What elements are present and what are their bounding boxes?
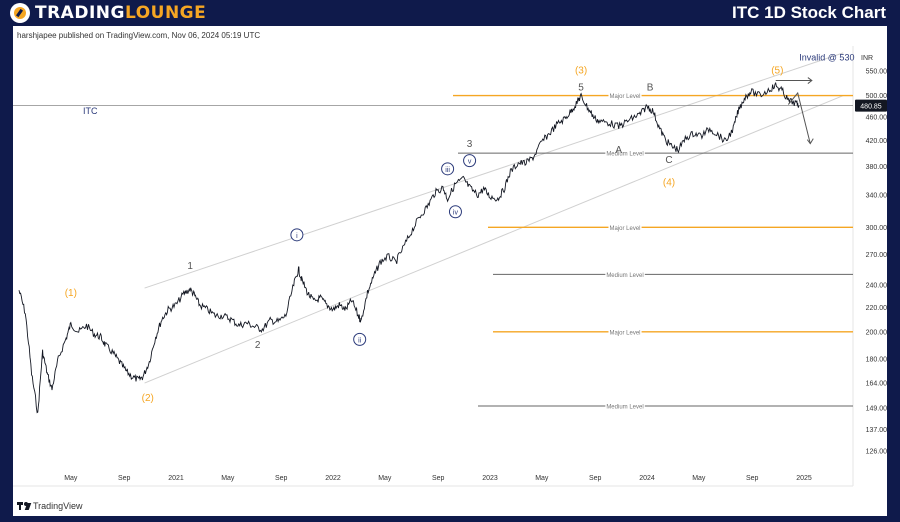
projection-path [787,91,811,144]
channel-line [144,52,844,289]
x-tick-label: May [378,475,392,482]
wave-label: B [647,82,654,93]
wave-label: (1) [65,288,77,299]
y-tick-label: 380.00 [866,164,887,171]
y-tick-label: 164.00 [866,381,887,388]
tradingview-icon [17,502,32,510]
y-tick-label: 550.00 [866,69,887,76]
y-tick-label: 500.00 [866,93,887,100]
level-label: Major Level [609,330,640,336]
tradingview-footer: TradingView [17,501,83,511]
wave-label: v [468,159,472,166]
wave-label-circle [290,228,304,242]
y-tick-label: 200.00 [866,329,887,336]
level-label: Major Level [609,226,640,232]
currency-label: INR [861,55,873,62]
x-tick-label: 2024 [639,475,655,482]
wave-label: i [296,233,298,240]
wave-label: (2) [142,393,154,404]
x-tick-label: Sep [589,475,602,482]
y-tick-label: 137.00 [866,427,887,434]
level-label: Medium Level [606,273,643,279]
x-tick-label: May [535,475,549,482]
wave-label-circle [441,162,455,176]
header-bar: TRADINGLOUNGE ITC 1D Stock Chart [0,0,900,26]
y-tick-label: 460.00 [866,115,887,122]
publisher-note: harshjapee published on TradingView.com,… [17,31,261,40]
wave-label: iv [453,210,459,217]
channel-line [144,95,844,384]
wave-label: ii [358,337,362,344]
x-tick-label: Sep [275,475,288,482]
projection-arrowhead [806,138,814,145]
x-tick-label: Sep [118,475,131,482]
y-tick-label: 220.00 [866,305,887,312]
wave-label: 5 [578,82,584,93]
tradinglounge-logo: TRADINGLOUNGE [10,2,206,24]
x-tick-label: 2025 [796,475,812,482]
y-tick-label: 300.00 [866,225,887,232]
level-label: Medium Level [606,405,643,411]
y-tick-label: 340.00 [866,193,887,200]
y-tick-label: 180.00 [866,357,887,364]
wave-label-circle [463,154,477,168]
x-tick-label: May [692,475,706,482]
y-tick-label: 420.00 [866,138,887,145]
x-tick-label: May [221,475,235,482]
wave-label: 1 [187,261,193,272]
wave-label: 2 [255,340,261,351]
logo-icon [10,3,30,23]
x-tick-label: 2022 [325,475,341,482]
logo-text: TRADINGLOUNGE [35,3,207,23]
x-tick-label: Sep [432,475,445,482]
invalidation-label: Invalid @ 530 [799,53,854,63]
wave-label: A [615,145,622,156]
last-price-label: 480.85 [860,104,882,111]
wave-label: C [665,155,672,166]
price-series-line [18,81,800,414]
tradingview-brand: TradingView [33,501,83,511]
level-label: Major Level [609,94,640,100]
last-price-badge [855,99,887,112]
y-tick-label: 126.00 [866,449,887,456]
wave-label-circle [448,205,462,219]
level-label: Medium Level [606,152,643,158]
symbol-label: ITC [83,106,98,116]
x-tick-label: Sep [746,475,759,482]
x-tick-label: May [64,475,78,482]
wave-label: iii [445,167,450,174]
wave-label-circle [353,332,367,346]
chart-panel: harshjapee published on TradingView.com,… [13,26,887,516]
y-tick-label: 149.00 [866,405,887,412]
wave-label: 3 [467,139,473,150]
y-tick-label: 270.00 [866,252,887,259]
price-chart[interactable]: INR 550.00 500.00 460.00 420.00 380.00 340.00 3… [13,26,887,516]
chart-title: ITC 1D Stock Chart [732,3,886,22]
x-tick-label: 2021 [168,475,184,482]
invalidation-arrowhead [807,77,813,84]
y-tick-label: 240.00 [866,282,887,289]
wave-label: (4) [663,177,675,188]
wave-label: (3) [575,65,587,76]
wave-label: (5) [771,65,783,76]
x-tick-label: 2023 [482,475,498,482]
